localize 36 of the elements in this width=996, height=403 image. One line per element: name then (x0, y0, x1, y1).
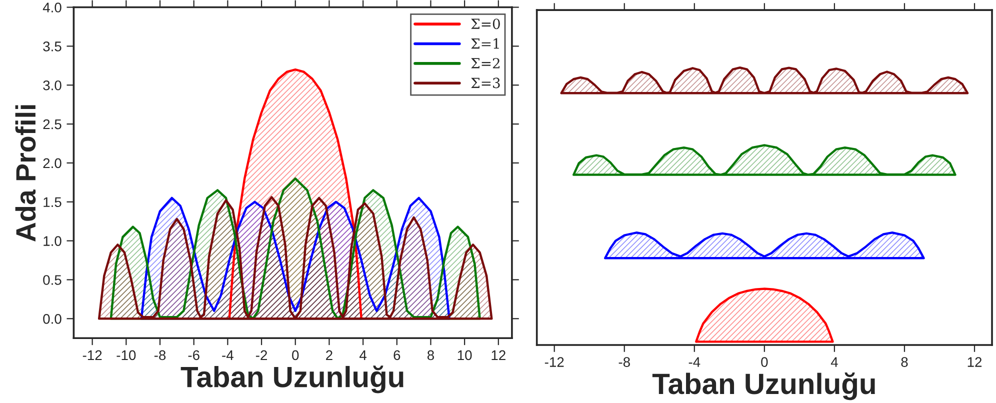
x-tick-label: 12 (968, 357, 982, 367)
y-tick-label: 3.5 (43, 42, 62, 52)
y-tick-label: 1.0 (44, 236, 62, 246)
x-tick-label: 4 (360, 350, 366, 360)
x-axis-title: Taban Uzunluğu (180, 366, 404, 394)
y-tick-label: 0.0 (43, 314, 62, 324)
x-tick-label: -6 (188, 350, 200, 360)
legend-label: Σ=3 (471, 78, 500, 88)
x-tick-label: -2 (256, 350, 267, 360)
y-tick-label: 4.0 (42, 2, 62, 12)
legend-label: Σ=1 (471, 38, 499, 49)
y-tick-label: 2.5 (43, 119, 62, 130)
x-tick-label: -4 (222, 350, 234, 360)
x-tick-label: -8 (618, 357, 630, 367)
x-tick-label: 6 (394, 350, 400, 360)
x-tick-label: 8 (901, 357, 908, 367)
y-tick-label: 3.0 (43, 80, 62, 90)
x-tick-label: -10 (116, 350, 136, 360)
x-tick-label: -4 (688, 357, 700, 367)
x-tick-label: 10 (458, 350, 472, 360)
legend-label: Σ=0 (471, 18, 500, 30)
x-tick-label: -8 (154, 350, 166, 360)
x-tick-label: 4 (830, 357, 838, 367)
x-tick-label: 0 (292, 350, 299, 360)
y-tick-label: 1.5 (44, 197, 62, 208)
x-tick-label: -12 (82, 350, 102, 360)
x-tick-label: 0 (761, 357, 768, 367)
x-tick-label: 12 (492, 350, 506, 360)
x-tick-label: -12 (544, 357, 564, 367)
y-tick-label: 2.0 (43, 158, 62, 168)
y-tick-label: 0.5 (43, 275, 62, 285)
x-axis-title: Taban Uzunluğu (652, 372, 875, 400)
x-tick-label: 8 (427, 350, 434, 360)
y-axis-title: Ada Profili (15, 105, 36, 242)
legend-label: Σ=2 (471, 58, 500, 68)
x-tick-label: 2 (326, 350, 332, 360)
